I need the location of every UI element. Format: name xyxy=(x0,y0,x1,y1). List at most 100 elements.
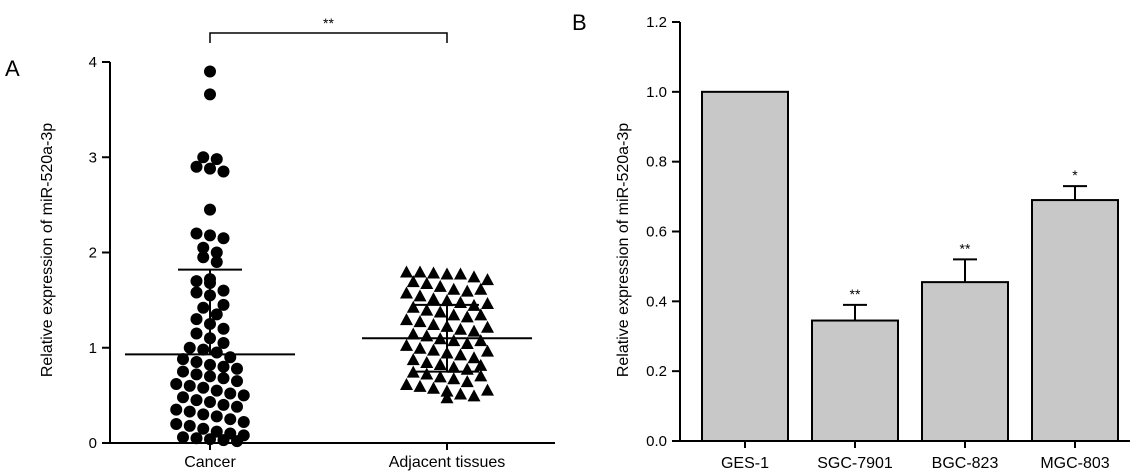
panel-a-point-cancer xyxy=(217,232,230,245)
panel-a-point-cancer xyxy=(210,153,223,166)
panel-a-point-adjacent xyxy=(427,317,440,330)
panel-a-point-adjacent xyxy=(413,379,427,392)
panel-a-point-cancer xyxy=(197,151,210,164)
panel-b-y-tick-label: 1.0 xyxy=(646,84,667,101)
panel-a-point-cancer xyxy=(177,365,189,378)
panel-a-point-cancer xyxy=(217,284,230,297)
panel-b-y-tick-label: 0.8 xyxy=(646,154,667,171)
panel-a-point-adjacent xyxy=(400,313,413,326)
panel-a-y-ticks: 0 1 2 3 4 xyxy=(89,54,110,452)
panel-a-point-adjacent xyxy=(413,315,427,328)
panel-a-point-adjacent xyxy=(467,389,481,402)
panel-b-bars: ***** xyxy=(701,90,1119,443)
panel-b-y-tick-label: 1.2 xyxy=(646,14,667,31)
panel-a-point-cancer xyxy=(190,432,203,445)
panel-a-point-adjacent xyxy=(413,341,427,354)
panel-a-point-adjacent xyxy=(406,300,420,313)
panel-a-x-tick-label: Cancer xyxy=(184,454,236,471)
panel-a-points xyxy=(170,65,494,448)
panel-a-point-adjacent xyxy=(474,358,488,371)
panel-a-point-cancer xyxy=(231,435,243,448)
panel-a-point-cancer xyxy=(204,65,216,78)
panel-a-point-cancer xyxy=(217,372,230,385)
panel-a-point-adjacent xyxy=(420,329,434,342)
panel-a-point-adjacent xyxy=(474,308,488,321)
panel-a-point-adjacent xyxy=(400,265,413,278)
panel-a-point-cancer xyxy=(190,327,203,340)
panel-a-point-cancer xyxy=(183,379,196,392)
panel-a-point-cancer xyxy=(190,394,203,407)
panel-a-point-adjacent xyxy=(420,356,434,369)
panel-a-point-adjacent xyxy=(400,286,413,299)
panel-b-x-ticks: GES-1 SGC-7901 BGC-823 MGC-803 xyxy=(721,441,1110,472)
panel-a-point-cancer xyxy=(190,227,203,240)
panel-a-point-adjacent xyxy=(440,294,454,307)
panel-a-point-adjacent xyxy=(440,384,454,397)
panel-a-point-adjacent xyxy=(406,353,420,366)
panel-a-point-cancer xyxy=(170,403,183,416)
panel-a-point-adjacent xyxy=(467,270,481,283)
panel-b-significance-stars: ** xyxy=(850,286,861,302)
panel-a-x-ticks: Cancer Adjacent tissues xyxy=(184,443,505,471)
panel-a-point-adjacent xyxy=(447,360,461,373)
panel-a-point-cancer xyxy=(217,322,230,335)
panel-b-bar-mgc-803 xyxy=(1031,199,1119,442)
panel-a-point-cancer xyxy=(217,336,230,349)
panel-a-point-adjacent xyxy=(413,265,427,278)
panel-a-point-adjacent xyxy=(427,381,440,394)
panel-a-y-tick-label: 3 xyxy=(89,149,97,166)
panel-a-point-cancer xyxy=(183,419,196,432)
panel-a-point-adjacent xyxy=(440,391,454,404)
panel-b-label: B xyxy=(572,10,587,35)
panel-a-point-cancer xyxy=(210,384,223,397)
panel-a-point-cancer xyxy=(197,343,210,356)
panel-a-point-adjacent xyxy=(460,310,474,323)
panel-a-point-adjacent xyxy=(420,303,434,316)
panel-b-y-tick-label: 0.0 xyxy=(646,433,667,450)
panel-a-point-cancer xyxy=(197,241,210,254)
panel-b-significance-stars: ** xyxy=(960,240,971,256)
panel-a-point-cancer xyxy=(224,413,237,426)
panel-a-y-tick-label: 2 xyxy=(89,245,97,262)
panel-a-y-tick-label: 1 xyxy=(89,340,97,357)
panel-b-x-tick-label: SGC-7901 xyxy=(817,455,893,472)
panel-a-point-adjacent xyxy=(474,369,488,382)
panel-a-point-cancer xyxy=(210,246,223,259)
panel-a: A Relative expression of miR-520a-3p 0 1 2… xyxy=(5,15,555,471)
panel-a-point-cancer xyxy=(210,256,223,269)
panel-a-point-adjacent xyxy=(481,383,494,396)
panel-a-y-tick-label: 0 xyxy=(89,435,97,452)
panel-b: B Relative expression of miR-520a-3p 0.0… xyxy=(572,10,1130,472)
panel-a-point-cancer xyxy=(217,398,230,411)
panel-a-point-cancer xyxy=(237,389,250,402)
panel-a-point-cancer xyxy=(224,387,237,400)
panel-a-point-adjacent xyxy=(460,284,474,297)
panel-a-point-adjacent xyxy=(460,336,474,349)
panel-b-significance-stars: * xyxy=(1072,167,1078,183)
panel-a-point-adjacent xyxy=(460,375,474,388)
panel-a-point-adjacent xyxy=(474,334,488,347)
panel-a-point-adjacent xyxy=(447,308,461,321)
panel-a-point-cancer xyxy=(217,165,230,178)
panel-a-mean-sd xyxy=(125,268,532,373)
panel-b-x-tick-label: BGC-823 xyxy=(932,455,999,472)
panel-a-point-adjacent xyxy=(467,351,481,364)
panel-a-point-adjacent xyxy=(400,338,413,351)
panel-a-point-cancer xyxy=(204,203,216,216)
panel-a-point-cancer xyxy=(197,301,210,314)
panel-a-x-tick-label: Adjacent tissues xyxy=(389,454,506,471)
panel-a-point-cancer xyxy=(204,358,216,371)
panel-a-point-cancer xyxy=(183,405,196,418)
panel-a-point-cancer xyxy=(210,410,223,423)
panel-a-point-adjacent xyxy=(447,334,461,347)
panel-a-point-cancer xyxy=(204,370,216,383)
panel-a-point-cancer xyxy=(237,416,250,429)
panel-a-point-adjacent xyxy=(454,296,467,309)
panel-a-point-cancer xyxy=(231,362,243,375)
panel-a-point-adjacent xyxy=(481,273,494,286)
panel-b-y-tick-label: 0.6 xyxy=(646,224,667,241)
panel-a-point-adjacent xyxy=(406,327,420,340)
panel-b-y-axis-label: Relative expression of miR-520a-3p xyxy=(615,123,632,377)
panel-a-point-adjacent xyxy=(413,289,427,302)
